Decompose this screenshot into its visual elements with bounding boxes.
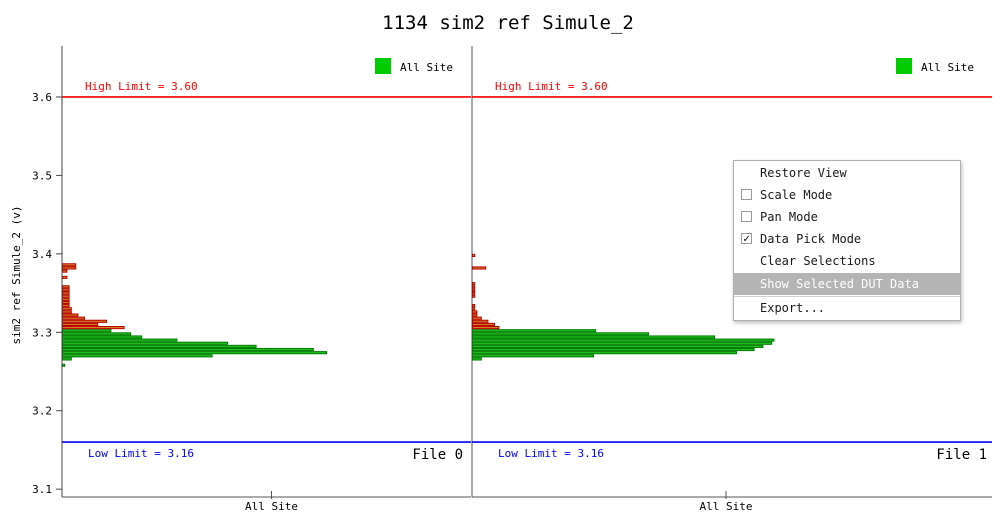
histogram-bar-selected [62, 294, 70, 298]
histogram-bar-selected [62, 316, 85, 320]
histogram-bar-selected [472, 266, 487, 270]
histogram-bar-selected [62, 300, 70, 305]
histogram-bar [62, 354, 213, 358]
y-tick-label: 3.4 [32, 248, 52, 261]
chart-title: 1134 sim2 ref Simule_2 [382, 12, 634, 34]
menu-item-show-selected-dut-data[interactable]: Show Selected DUT Data [734, 273, 960, 295]
histogram-bar [62, 335, 143, 339]
histogram-bar-selected [62, 319, 107, 323]
histogram-bar-selected [472, 319, 489, 323]
y-tick-label: 3.5 [32, 169, 52, 182]
histogram-bar [472, 335, 715, 339]
menu-item-scale-mode[interactable]: Scale Mode [734, 184, 960, 206]
histogram-bar-selected [472, 288, 476, 292]
histogram-bar [472, 354, 594, 358]
file-label: File 0 [412, 447, 463, 463]
legend-label: All Site [921, 61, 974, 74]
histogram-panel-file-0[interactable]: All Site High Limit = 3.60 Low Limit = 3.1… [61, 46, 471, 513]
histogram-bar-selected [472, 294, 476, 298]
histogram-bar [472, 357, 482, 361]
histogram-bar-selected [472, 304, 476, 308]
menu-item-label: Export... [760, 301, 826, 315]
y-tick-label: 3.1 [32, 483, 52, 496]
histogram-bar-selected [62, 326, 125, 330]
histogram-bar [472, 332, 649, 336]
histogram-bar [62, 341, 228, 345]
histogram-bar-selected [62, 263, 77, 267]
histogram-bar [62, 332, 132, 336]
histogram-bar [472, 338, 775, 342]
y-axis: 3.1 3.2 3.3 3.4 3.5 3.6 [32, 46, 63, 497]
histogram-bar-selected [472, 313, 478, 317]
histogram-bar-selected [62, 304, 70, 308]
histogram-bar [62, 347, 314, 352]
histogram-bar [472, 347, 755, 352]
histogram-bar [472, 329, 597, 333]
menu-item-label: Pan Mode [760, 210, 818, 224]
histogram-bar [62, 329, 112, 333]
menu-separator [734, 296, 960, 297]
histogram-bar-selected [62, 307, 72, 311]
histogram-bar-selected [472, 285, 476, 289]
histogram-bar-selected [62, 291, 70, 295]
low-limit-label: Low Limit = 3.16 [498, 447, 604, 460]
y-tick-label: 3.3 [32, 326, 52, 339]
scale-mode-checkbox[interactable] [741, 189, 752, 200]
menu-item-export[interactable]: Export... [734, 297, 960, 319]
data-pick-mode-checkbox[interactable]: ✓ [741, 233, 752, 244]
menu-item-label: Restore View [760, 166, 847, 180]
high-limit-label: High Limit = 3.60 [495, 80, 608, 93]
legend-swatch [375, 58, 391, 74]
histogram-bar [472, 344, 764, 348]
menu-item-label: Clear Selections [760, 254, 876, 268]
histogram-bar [62, 338, 178, 342]
context-menu: Restore View Scale Mode Pan Mode ✓ Data … [733, 160, 961, 321]
histogram-bar [472, 341, 773, 345]
histogram-bar [62, 363, 66, 367]
menu-item-pan-mode[interactable]: Pan Mode [734, 206, 960, 228]
histogram-bar-selected [62, 297, 70, 301]
legend-label: All Site [400, 61, 453, 74]
y-tick-label: 3.6 [32, 91, 52, 104]
histogram-bar-selected [472, 322, 495, 327]
histogram-bar [62, 357, 72, 361]
menu-item-label: Data Pick Mode [760, 232, 862, 246]
x-axis-label: All Site [245, 500, 298, 513]
histogram-bar [472, 351, 737, 355]
menu-item-data-pick-mode[interactable]: ✓ Data Pick Mode [734, 228, 960, 250]
histogram-bar-selected [472, 316, 482, 320]
menu-item-restore-view[interactable]: Restore View [734, 162, 960, 184]
histogram-bar-selected [62, 313, 79, 317]
y-axis-label: sim2 ref Simule_2 (v) [10, 205, 23, 344]
histogram-bar-selected [472, 291, 476, 295]
pan-mode-checkbox[interactable] [741, 211, 752, 222]
histogram-bar [62, 344, 257, 348]
histogram-bar-selected [472, 326, 500, 330]
high-limit-label: High Limit = 3.60 [85, 80, 198, 93]
x-axis-label: All Site [700, 500, 753, 513]
histogram-bar-selected [62, 285, 70, 289]
file-label: File 1 [936, 447, 987, 463]
y-tick-label: 3.2 [32, 405, 52, 418]
histogram-bar-selected [62, 322, 99, 327]
low-limit-label: Low Limit = 3.16 [88, 447, 194, 460]
histogram-bar-selected [472, 307, 476, 311]
histogram-bar-selected [62, 310, 72, 314]
menu-item-label: Scale Mode [760, 188, 833, 202]
histogram-panel-file-1[interactable]: All Site High Limit = 3.60 Low Limit = 3.1… [471, 46, 992, 513]
histogram-bar-selected [472, 310, 478, 314]
histogram-bar-selected [472, 282, 476, 286]
menu-item-label: Show Selected DUT Data [760, 277, 919, 291]
menu-item-clear-selections[interactable]: Clear Selections [734, 250, 960, 272]
histogram-bar-selected [62, 269, 68, 273]
histogram-bar-selected [62, 288, 70, 292]
histogram-bar-selected [472, 253, 476, 257]
histogram-bar-selected [62, 266, 77, 270]
histogram-bar-selected [62, 275, 68, 279]
histogram-bar [62, 351, 327, 355]
legend-swatch [896, 58, 912, 74]
